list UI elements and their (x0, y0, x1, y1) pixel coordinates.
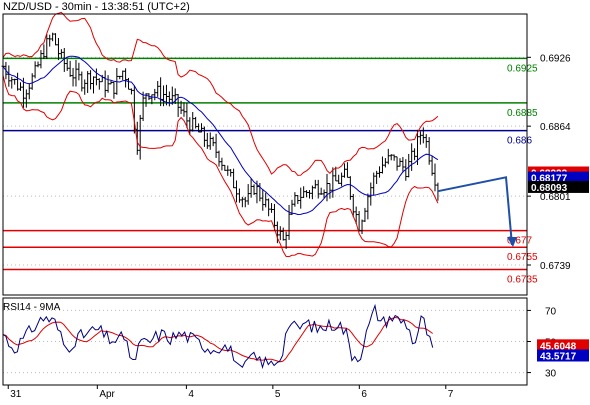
level-label: 0.6755 (507, 252, 538, 263)
rsi-panel-frame (2, 297, 528, 386)
price-tick-label: 0.6926 (540, 53, 571, 64)
chart-title: NZD/USD - 30min - 13:38:51 (UTC+2) (3, 1, 190, 13)
moving-average (2, 55, 439, 216)
level-label: 0.686 (507, 136, 532, 147)
rsi-value-tag (537, 349, 589, 362)
rsi-value-tag-label: 43.5717 (540, 351, 577, 362)
forecast-arrow-line (437, 176, 513, 246)
level-label: 0.6925 (507, 63, 538, 74)
rsi-value-tag (537, 339, 589, 352)
price-panel-frame (2, 13, 528, 296)
rsi-line (2, 303, 434, 370)
bollinger-upper (2, 11, 439, 176)
price-plot-area: 0.6925 0.6885 0.686 0.677 0.6755 0.6735 (1, 11, 538, 285)
date-tick-label: 7 (448, 389, 454, 400)
price-tag-label: 0.68177 (531, 174, 568, 185)
forecast-arrow-head (507, 237, 517, 248)
date-tick-label: 6 (361, 389, 367, 400)
price-tag (528, 171, 589, 184)
rsi-title: RSI14 - 9MA (3, 302, 61, 313)
date-tick-label: 31 (10, 389, 22, 400)
level-label: 0.677 (507, 236, 532, 247)
date-tick-label: 4 (188, 389, 194, 400)
rsi-tick-label: 70 (545, 306, 557, 317)
price-tick-label: 0.6801 (540, 192, 571, 203)
rsi-plot-area (2, 303, 527, 374)
level-label: 0.6735 (507, 274, 538, 285)
rsi-ma-line (2, 316, 433, 363)
price-tag (528, 180, 589, 193)
date-tick-label: 5 (275, 389, 281, 400)
price-tick-label: 0.6864 (540, 122, 571, 133)
axes: 0.69260.68640.68010.67390.682230.681770.… (2, 13, 589, 400)
price-tick-label: 0.6739 (540, 261, 571, 272)
level-label: 0.6885 (507, 108, 538, 119)
rsi-tick-label: 30 (545, 369, 557, 380)
date-tick-label: Apr (99, 389, 115, 400)
price-tag-label: 0.68093 (531, 183, 568, 194)
rsi-value-tag-label: 45.6048 (540, 341, 577, 352)
bollinger-lower (2, 75, 439, 258)
